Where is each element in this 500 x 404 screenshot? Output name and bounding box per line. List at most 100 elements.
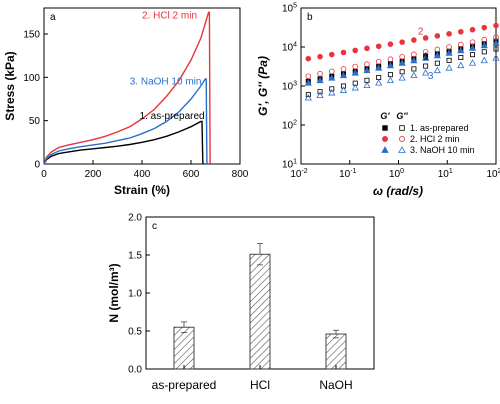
curve-number-label: 2 bbox=[418, 26, 424, 37]
panel-b-x-axis-title: ω (rad/s) bbox=[373, 184, 423, 198]
data-point-triangle bbox=[398, 74, 406, 81]
data-point-circle bbox=[446, 44, 452, 50]
data-point-circle bbox=[434, 46, 441, 53]
panel-b-x-ticks: 10-2 10-1 100 101 102 bbox=[290, 160, 500, 180]
modulus-series bbox=[304, 54, 500, 101]
panel-b-y-axis-title: G', G'' (Pa) bbox=[256, 56, 270, 116]
y-tick-label: 1.5 bbox=[128, 251, 142, 262]
legend-entry-label: 2. HCl 2 min bbox=[410, 134, 460, 144]
panel-a-annotations: 2. HCl 2 min 3. NaOH 10 min 1. as-prepared bbox=[130, 10, 205, 122]
data-point-circle bbox=[387, 56, 394, 62]
panel-a-stress-strain-chart: a 0 50 100 150 0 200 400 600 800 2. HCl 2 min 3.… bbox=[3, 7, 249, 197]
data-point-triangle bbox=[363, 66, 371, 74]
data-point-triangle bbox=[445, 49, 453, 56]
y-tick-label: 1.0 bbox=[128, 289, 142, 300]
panel-b-letter: b bbox=[307, 12, 313, 23]
data-point-circle bbox=[305, 55, 312, 62]
data-point-triangle bbox=[316, 91, 324, 98]
data-point-triangle bbox=[422, 54, 430, 61]
data-point-square bbox=[446, 57, 452, 63]
data-point-triangle bbox=[339, 86, 348, 93]
data-point-triangle bbox=[433, 51, 441, 59]
data-point-circle bbox=[364, 45, 370, 52]
data-point-triangle bbox=[351, 69, 359, 76]
panel-c-category-labels: as-prepared HCl NaOH bbox=[152, 365, 353, 392]
y-tick-label: 103 bbox=[282, 81, 297, 93]
data-point-square bbox=[434, 60, 440, 66]
data-point-circle bbox=[422, 35, 429, 41]
panel-a-y-ticks: 0 50 100 150 bbox=[23, 30, 48, 171]
data-point-triangle bbox=[398, 146, 406, 153]
data-point-square bbox=[329, 86, 335, 92]
x-tick-label: 101 bbox=[438, 168, 453, 180]
data-point-square bbox=[470, 52, 476, 58]
data-point-triangle bbox=[363, 81, 371, 88]
category-label: NaOH bbox=[319, 378, 352, 392]
panel-c-letter: c bbox=[152, 221, 157, 232]
data-point-square bbox=[458, 55, 464, 61]
bar bbox=[173, 326, 195, 370]
data-point-triangle bbox=[445, 64, 453, 71]
panel-b-series bbox=[304, 22, 500, 101]
x-tick-label: 10-2 bbox=[290, 168, 307, 180]
y-tick-label: 0.0 bbox=[128, 365, 142, 376]
data-point-circle bbox=[340, 66, 347, 72]
x-tick-label: 800 bbox=[232, 169, 249, 180]
data-point-circle bbox=[375, 58, 382, 65]
bar bbox=[325, 333, 347, 370]
y-tick-label: 104 bbox=[282, 42, 297, 54]
data-point-triangle bbox=[480, 41, 488, 49]
data-point-circle bbox=[317, 53, 323, 60]
category-label: HCl bbox=[250, 378, 270, 392]
data-point-circle bbox=[481, 24, 488, 31]
data-point-square bbox=[423, 63, 429, 69]
data-point-circle bbox=[317, 71, 323, 77]
panel-c-crosslink-density-chart: c 0.0 0.5 1.0 1.5 2.0 as-prepared HCl NaOH N (… bbox=[107, 213, 375, 392]
data-point-triangle bbox=[386, 61, 395, 69]
curve-annotation: 1. as-prepared bbox=[140, 111, 205, 122]
data-point-triangle bbox=[492, 54, 500, 61]
panel-c-bars bbox=[173, 243, 347, 370]
data-point-circle bbox=[375, 43, 382, 50]
data-point-triangle bbox=[410, 71, 418, 79]
data-point-triangle bbox=[457, 46, 465, 54]
x-tick-label: 400 bbox=[134, 169, 151, 180]
data-point-circle bbox=[399, 39, 405, 45]
data-point-triangle bbox=[328, 74, 336, 81]
panel-b-curve-labels: 2 1 3 bbox=[418, 26, 434, 82]
y-tick-label: 50 bbox=[29, 116, 41, 127]
modulus-series bbox=[305, 22, 499, 62]
legend-header-g-double-prime: G'' bbox=[396, 111, 408, 121]
data-point-triangle bbox=[410, 56, 418, 64]
data-point-triangle bbox=[468, 59, 477, 66]
data-point-square bbox=[387, 72, 393, 78]
data-point-triangle bbox=[375, 64, 383, 71]
data-point-triangle bbox=[381, 146, 389, 153]
category-label: as-prepared bbox=[152, 378, 217, 392]
y-tick-label: 0.5 bbox=[128, 327, 142, 338]
x-tick-label: 10-1 bbox=[339, 168, 356, 180]
data-point-triangle bbox=[480, 56, 488, 64]
data-point-circle bbox=[399, 53, 405, 60]
curve-annotation: 3. NaOH 10 min bbox=[130, 76, 202, 87]
modulus-series bbox=[304, 39, 500, 86]
panel-b-frame bbox=[300, 7, 497, 165]
x-tick-label: 102 bbox=[486, 168, 500, 180]
data-point-triangle bbox=[457, 61, 465, 69]
legend-header-g-prime: G' bbox=[380, 111, 390, 121]
data-point-circle bbox=[434, 33, 441, 39]
data-point-circle bbox=[340, 49, 347, 56]
data-point-square bbox=[399, 125, 405, 131]
x-tick-label: 600 bbox=[183, 169, 200, 180]
bar bbox=[249, 253, 271, 370]
modulus-series bbox=[305, 46, 499, 98]
panel-a-x-axis-title: Strain (%) bbox=[114, 183, 170, 197]
curve-annotation: 2. HCl 2 min bbox=[142, 10, 197, 21]
x-tick-label: 200 bbox=[85, 169, 102, 180]
data-point-circle bbox=[411, 51, 417, 58]
panel-c-y-axis-title: N (mol/m³) bbox=[107, 263, 121, 322]
data-point-circle bbox=[411, 37, 417, 43]
curve-number-label: 3 bbox=[428, 71, 434, 82]
